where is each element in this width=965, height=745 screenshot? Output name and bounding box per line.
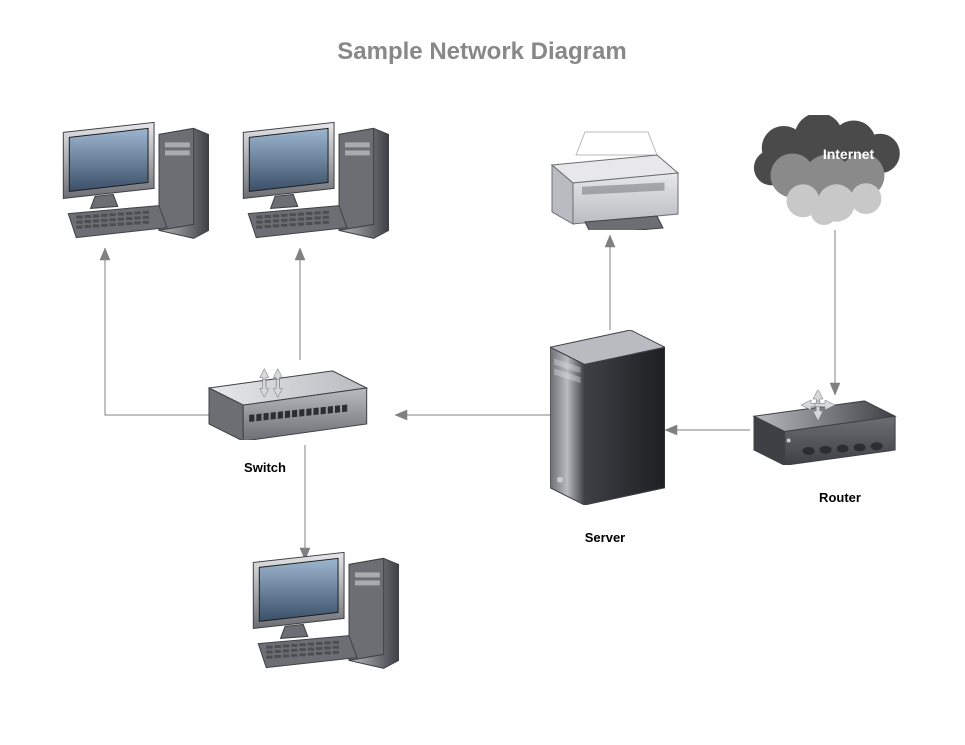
label-switch: Switch [244, 460, 286, 475]
edge-router-server [665, 425, 677, 435]
node-pc2 [240, 120, 405, 240]
edge-switch-pc1 [100, 248, 110, 260]
router-icon [750, 390, 920, 465]
edge-server-switch [395, 410, 407, 420]
label-server: Server [585, 530, 625, 545]
switch-icon [205, 360, 395, 440]
diagram-title: Sample Network Diagram [337, 38, 626, 66]
node-pc3 [250, 550, 415, 670]
server-icon [550, 330, 665, 505]
node-server [550, 330, 665, 505]
workstation-icon [250, 550, 415, 670]
node-switch [205, 360, 395, 440]
workstation-icon [240, 120, 405, 240]
diagram-canvas: Sample Network Diagram Internet Switch Serv… [0, 0, 965, 745]
label-router: Router [819, 490, 861, 505]
node-printer [540, 130, 690, 230]
edges-layer [0, 0, 965, 745]
workstation-icon [60, 120, 225, 240]
edge-switch-pc2 [295, 248, 305, 260]
edge-server-printer [605, 235, 615, 247]
node-cloud: Internet [740, 115, 915, 225]
node-pc1 [60, 120, 225, 240]
node-router [750, 390, 920, 465]
printer-icon [540, 130, 690, 230]
cloud-icon: Internet [740, 115, 915, 225]
cloud-label: Internet [823, 146, 875, 162]
